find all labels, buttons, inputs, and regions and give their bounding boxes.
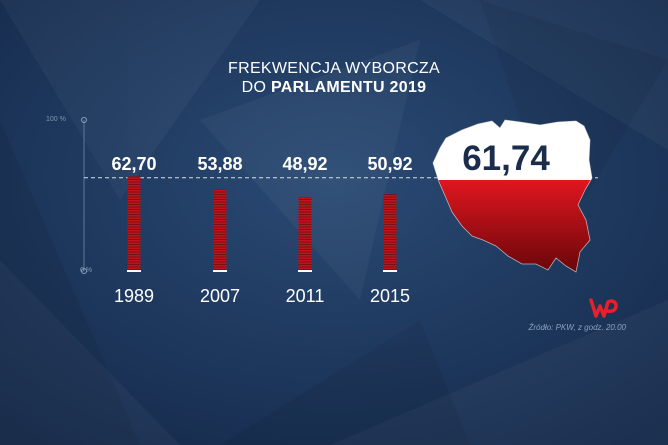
category-label-2015: 2015 [370,286,410,306]
y-axis-top-marker [81,117,87,123]
y-axis-min-label: 0 % [80,267,93,274]
source-note: Źródło: PKW, z godz. 20.00 [528,323,626,332]
highlight-value: 61,74 [462,139,550,178]
chart-title-bold: PARLAMENTU 2019 [271,79,427,96]
chart-title-line1: FREKWENCJA WYBORCZA [228,60,440,77]
value-label-2007: 53,88 [197,154,242,174]
bar-base-2011 [298,270,312,272]
poland-map-outline [432,119,593,273]
y-axis-bottom-marker [81,268,87,274]
bar-2007 [213,189,227,271]
chart-title-prefix: DO [241,79,271,96]
chart-title-line2: DO PARLAMENTU 2019 [0,79,668,97]
value-label-2011: 48,92 [282,154,327,174]
bar-base-2015 [383,270,397,272]
value-label-1989: 62,70 [111,154,156,174]
wp-logo-icon [589,298,618,318]
bar-1989 [127,176,141,271]
bar-base-2007 [213,270,227,272]
bar-2015 [383,194,397,271]
category-label-2011: 2011 [286,286,325,306]
y-axis-max-label: 100 % [46,116,66,123]
category-label-2007: 2007 [200,286,240,306]
bar-2011 [298,197,312,271]
value-label-2015: 50,92 [367,154,412,174]
bar-base-1989 [127,270,141,272]
category-label-1989: 1989 [114,286,154,306]
